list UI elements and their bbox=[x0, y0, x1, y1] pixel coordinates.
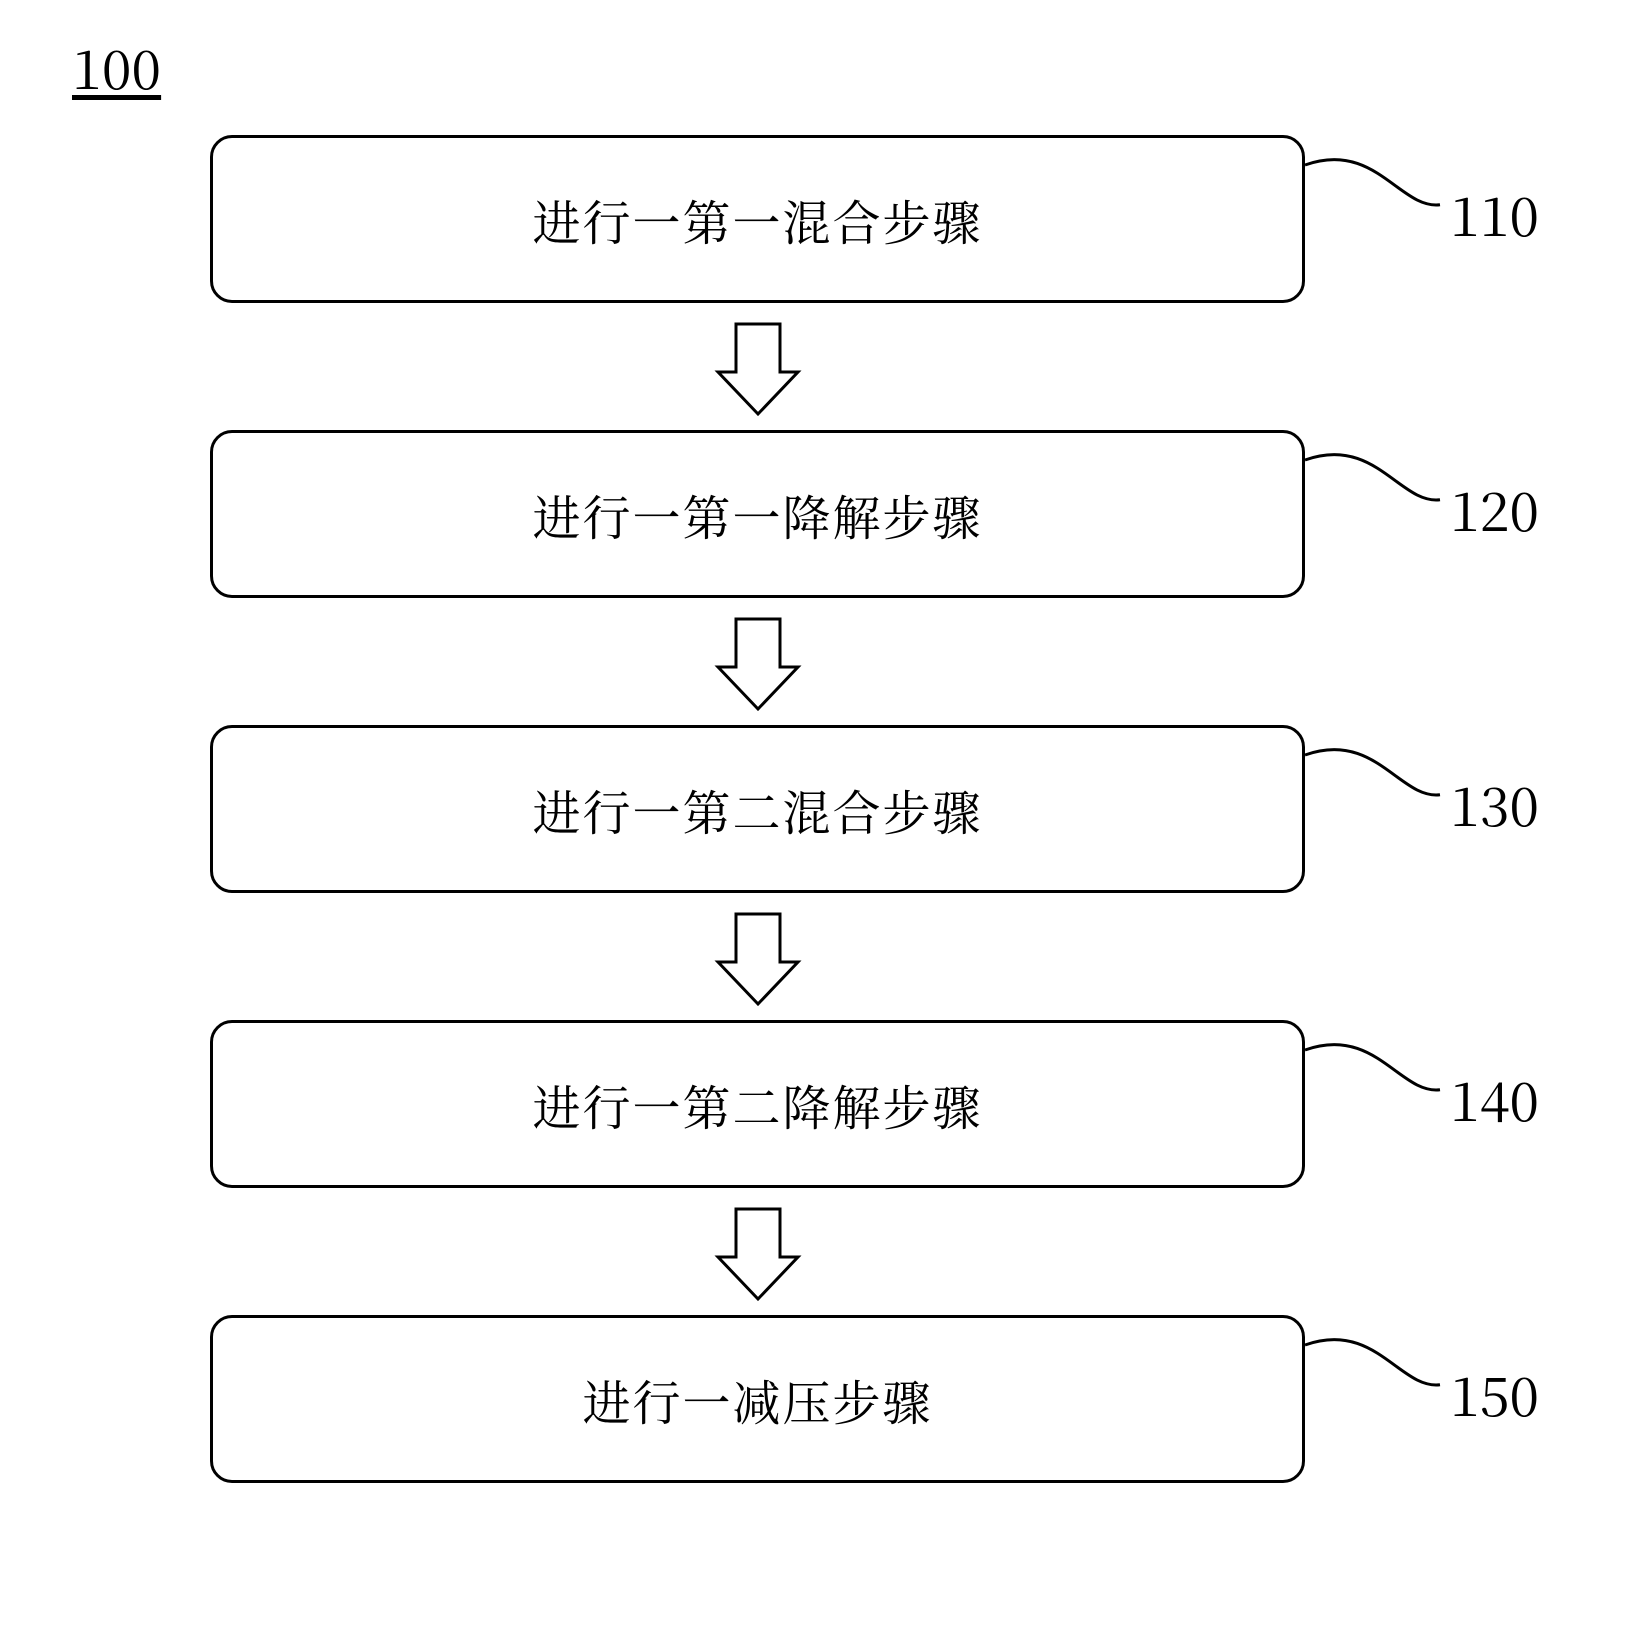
step-5-callout-label: 150 bbox=[1450, 1355, 1539, 1432]
step-4-label: 进行一第二降解步骤 bbox=[532, 1070, 982, 1139]
step-1-callout-line bbox=[1305, 155, 1450, 215]
step-5: 进行一减压步骤 bbox=[210, 1315, 1305, 1483]
figure-number: 100 bbox=[72, 28, 161, 105]
step-1-label: 进行一第一混合步骤 bbox=[532, 185, 982, 254]
step-3-callout-line bbox=[1305, 745, 1450, 805]
step-2: 进行一第一降解步骤 bbox=[210, 430, 1305, 598]
step-1: 进行一第一混合步骤 bbox=[210, 135, 1305, 303]
step-2-callout-label: 120 bbox=[1450, 470, 1539, 547]
arrow-2 bbox=[714, 617, 802, 711]
step-5-label: 进行一减压步骤 bbox=[582, 1365, 932, 1434]
arrow-3 bbox=[714, 912, 802, 1006]
step-4-callout-label: 140 bbox=[1450, 1060, 1539, 1137]
step-3-label: 进行一第二混合步骤 bbox=[532, 775, 982, 844]
step-4-callout-line bbox=[1305, 1040, 1450, 1100]
step-4: 进行一第二降解步骤 bbox=[210, 1020, 1305, 1188]
step-2-label: 进行一第一降解步骤 bbox=[532, 480, 982, 549]
step-2-callout-line bbox=[1305, 450, 1450, 510]
arrow-1 bbox=[714, 322, 802, 416]
step-3: 进行一第二混合步骤 bbox=[210, 725, 1305, 893]
step-1-callout-label: 110 bbox=[1450, 175, 1539, 252]
step-3-callout-label: 130 bbox=[1450, 765, 1539, 842]
arrow-4 bbox=[714, 1207, 802, 1301]
step-5-callout-line bbox=[1305, 1335, 1450, 1395]
